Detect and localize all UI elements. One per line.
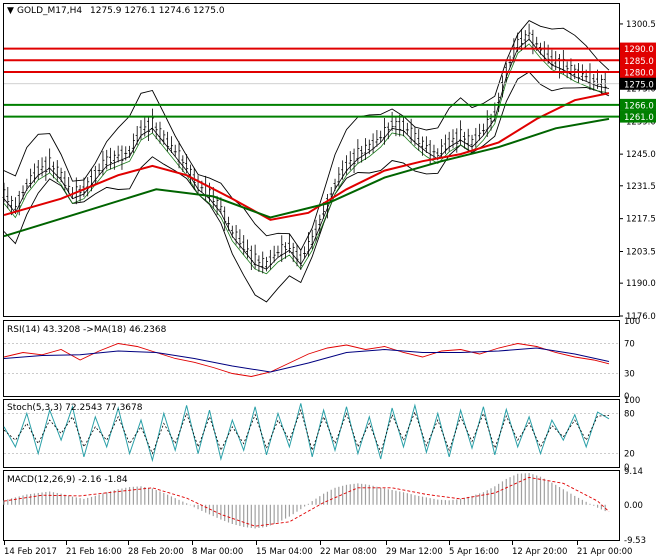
macd-signal-line [3, 476, 610, 527]
x-tick-label: 22 Mar 08:00 [320, 547, 377, 557]
current-price-tag [620, 77, 656, 90]
x-tick-label: 5 Apr 16:00 [449, 547, 499, 557]
macd-plot [3, 472, 610, 529]
x-tick-label: 28 Feb 20:00 [128, 547, 184, 557]
x-tick-label: 14 Feb 2017 [4, 547, 57, 557]
price-panel-arrow-icon: ▼ [7, 6, 14, 16]
level-tag [620, 110, 656, 123]
ohlc-label: 1275.9 1276.1 1274.6 1275.0 [90, 6, 225, 16]
level-tag [620, 66, 656, 79]
ma-red-line [3, 92, 610, 221]
rsi-tick-label: 70 [624, 340, 635, 350]
level-tag [620, 98, 656, 111]
rsi-ma-line [3, 347, 610, 373]
macd-tick-label: 9.14 [624, 467, 643, 477]
x-tick-label: 8 Mar 00:00 [192, 547, 243, 557]
stoch-tick-label: 100 [624, 396, 640, 406]
level-tag-label: 1285.0 [624, 57, 654, 67]
level-tag [620, 42, 656, 55]
price-tick-label: 1300.5 [626, 20, 656, 30]
stoch-main-line [3, 403, 610, 463]
macd-tick-label: -9.53 [624, 536, 646, 546]
stoch-panel[interactable] [3, 399, 620, 468]
x-tick-label: 29 Mar 12:00 [386, 547, 443, 557]
stoch-tick-label: 0 [624, 463, 629, 473]
stoch-tick-label: 20 [624, 450, 635, 460]
price-panel[interactable] [3, 3, 620, 317]
macd-panel[interactable] [3, 470, 620, 541]
stoch-title: Stoch(5,3,3) 72.2543 77.3678 [7, 403, 143, 413]
rsi-line [3, 343, 610, 377]
x-tick-label: 12 Apr 20:00 [512, 547, 567, 557]
ma-green-line [3, 117, 610, 238]
stoch-signal-line [3, 408, 610, 455]
fast-ma-line [3, 43, 610, 275]
price-tick-label: 1231.5 [626, 182, 656, 192]
macd-tick-label: 0.00 [624, 501, 643, 511]
axes: 1300.51287.01273.01259.01245.01231.51217… [4, 20, 656, 557]
price-tick-label: 1217.5 [626, 215, 656, 225]
price-tick-label: 1245.0 [626, 150, 656, 160]
current-price-label: 1275.0 [624, 80, 654, 90]
rsi-title: RSI(14) 43.3208 ->MA(18) 46.2368 [7, 325, 167, 335]
level-tag-label: 1266.0 [624, 101, 654, 111]
price-tick-label: 1190.0 [626, 279, 656, 289]
rsi-plot [3, 343, 619, 377]
bollinger-lower-line [3, 71, 610, 303]
macd-title: MACD(12,26,9) -2.16 -1.84 [7, 475, 128, 485]
rsi-tick-label: 30 [624, 370, 635, 380]
rsi-tick-label: 0 [624, 392, 629, 402]
rsi-panel[interactable] [3, 320, 620, 397]
x-tick-label: 21 Feb 16:00 [66, 547, 122, 557]
x-tick-label: 15 Mar 04:00 [256, 547, 313, 557]
price-tick-label: 1176.0 [626, 312, 656, 322]
level-tag-label: 1290.0 [624, 45, 654, 55]
x-tick-label: 21 Apr 00:00 [577, 547, 632, 557]
bollinger-upper-line [3, 20, 610, 252]
price-tick-label: 1203.5 [626, 247, 656, 257]
stoch-tick-label: 80 [624, 409, 635, 419]
level-tag-label: 1280.0 [624, 69, 654, 79]
price-title: GOLD_M17,H4 [17, 6, 82, 16]
level-tag-label: 1261.0 [624, 113, 654, 123]
stoch-plot [3, 403, 619, 463]
rsi-tick-label: 100 [624, 317, 640, 327]
level-tag [620, 54, 656, 67]
price-plot [2, 20, 619, 303]
